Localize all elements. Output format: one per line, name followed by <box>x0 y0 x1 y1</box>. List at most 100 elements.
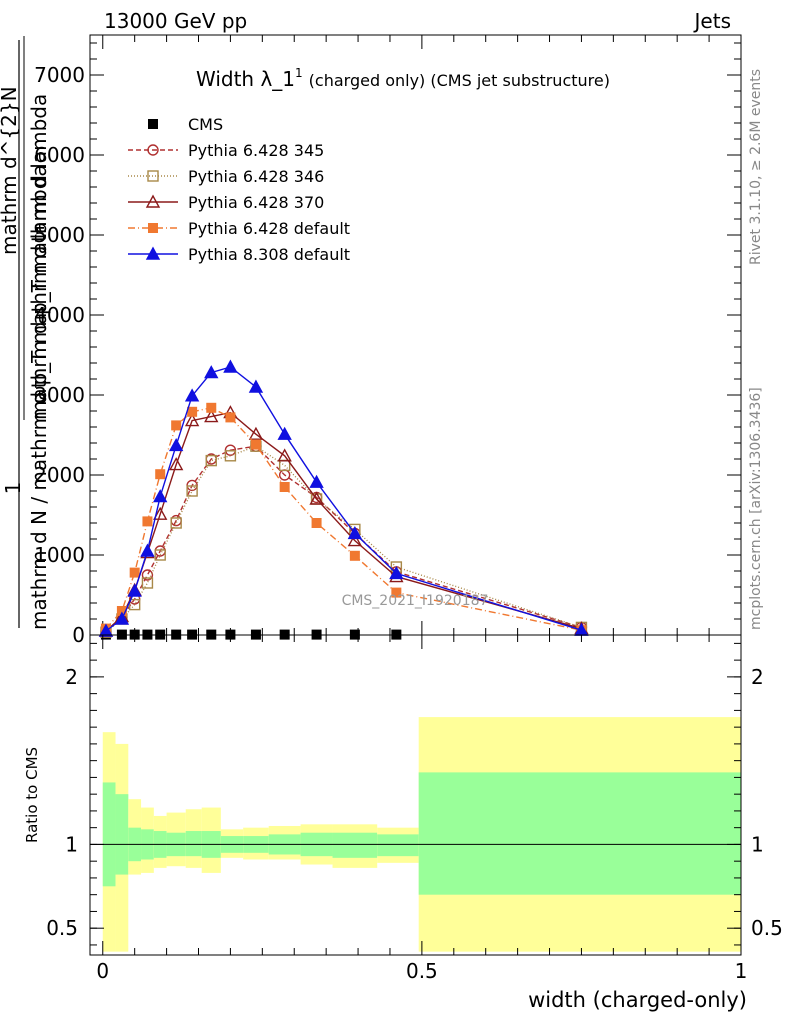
data-point-pythia-6-428-default <box>155 469 166 480</box>
data-point-pythia-6-428-370 <box>277 448 292 462</box>
data-point-pythia-6-428-370 <box>248 426 264 440</box>
data-point-pythia-6-428-346 <box>154 549 166 561</box>
y-tick-label: 1000 <box>34 543 85 567</box>
y-tick-label: 7000 <box>34 63 85 87</box>
ratio-inner-band <box>332 832 378 858</box>
plot-title-main: Width λ_1 <box>196 67 295 91</box>
x-tick-label: 0.5 <box>406 959 438 983</box>
series-line-pythia-6-428-346 <box>105 445 582 633</box>
y-label-denominator: mathrm d N / mathrm d p_T mathrm d lambd… <box>27 164 51 630</box>
ratio-y-tick-label-right: 1 <box>751 832 764 856</box>
data-point-pythia-6-428-default <box>187 406 198 417</box>
x-tick-label: 1 <box>735 959 748 983</box>
legend-item-pythia-6-428-370: Pythia 6.428 370 <box>128 193 324 212</box>
ratio-inner-band <box>418 772 741 895</box>
data-point-pythia-6-428-345 <box>141 569 154 581</box>
legend-item-pythia-6-428-345: Pythia 6.428 345 <box>128 141 324 160</box>
y-label-inner-denominator: mathrm d p_T mathrm d lambda <box>27 94 51 420</box>
ratio-y-tick-label: 0.5 <box>46 916 78 940</box>
data-point-pythia-8-308-default <box>389 565 404 580</box>
plot-title: Width λ_11 (charged only) (CMS jet substr… <box>196 66 610 91</box>
ratio-inner-band <box>185 831 202 857</box>
data-point-pythia-6-428-346 <box>205 454 217 467</box>
data-point-pythia-6-428-370 <box>204 409 219 423</box>
legend-marker <box>148 119 158 129</box>
legend-marker <box>145 246 161 260</box>
ratio-plot-panel: 0.5 0.51 12 20 0.5 1 <box>46 634 783 983</box>
y-tick-label: 4000 <box>34 303 85 327</box>
main-y-axis-label: 1 mathrm d N / mathrm d p_T mathrm d lam… <box>0 36 51 630</box>
ratio-y-axis-label: Ratio to CMS <box>23 747 41 843</box>
data-point-pythia-8-308-default <box>347 525 363 540</box>
data-point-pythia-6-428-370 <box>347 533 363 547</box>
data-point-pythia-8-308-default <box>98 623 114 637</box>
data-point-pythia-6-428-default <box>391 587 402 598</box>
data-point-pythia-8-308-default <box>184 388 200 402</box>
series-line-pythia-8-308-default <box>105 366 582 632</box>
legend-label: CMS <box>188 115 223 134</box>
data-point-pythia-6-428-default <box>349 550 360 561</box>
legend-item-pythia-6-428-default: Pythia 6.428 default <box>128 219 350 238</box>
mcplots-label: mcplots.cern.ch [arXiv:1306.3436] <box>748 387 764 630</box>
x-axis-label: width (charged-only) <box>528 988 747 1012</box>
ratio-y-tick-label-right: 0.5 <box>751 916 783 940</box>
y-tick-label: 2000 <box>34 463 85 487</box>
data-point-pythia-8-308-default <box>309 474 324 488</box>
header-jets-label: Jets <box>693 9 731 33</box>
ratio-axis-ticks: 0.5 0.51 12 20 0.5 1 <box>46 635 783 983</box>
y-tick-label: 5000 <box>34 223 85 247</box>
data-point-pythia-8-308-default <box>277 426 292 440</box>
legend: CMS Pythia 6.428 345 Pythia 6.428 346 Pythi… <box>128 115 350 264</box>
main-plot-panel: 0 1000 2000 3000 4000 5000 6000 7000 CMS_2021_I… <box>34 34 742 647</box>
data-point-pythia-8-308-default <box>153 489 168 503</box>
rivet-version-label: Rivet 3.1.10, ≥ 2.6M events <box>748 69 764 265</box>
data-point-pythia-8-308-default <box>168 437 184 452</box>
ratio-inner-band <box>102 782 116 887</box>
data-point-pythia-8-308-default <box>140 543 155 557</box>
data-point-pythia-8-308-default <box>204 365 219 379</box>
ratio-y-tick-label: 2 <box>65 665 78 689</box>
data-point-pythia-6-428-default <box>129 567 140 578</box>
data-point-pythia-6-428-default <box>225 412 236 423</box>
legend-marker <box>145 194 161 208</box>
legend-label: Pythia 6.428 346 <box>188 167 324 186</box>
data-point-pythia-6-428-370 <box>309 491 324 505</box>
y-tick-label: 0 <box>72 623 85 647</box>
x-tick-label: 0 <box>96 959 109 983</box>
legend-label: Pythia 8.308 default <box>188 245 350 264</box>
legend-label: Pythia 6.428 370 <box>188 193 324 212</box>
data-point-pythia-6-428-default <box>171 420 182 431</box>
data-point-pythia-6-428-default <box>279 482 290 492</box>
data-point-pythia-6-428-default <box>250 439 261 450</box>
legend-marker <box>147 144 159 156</box>
legend-item-cms: CMS <box>148 115 223 134</box>
data-point-pythia-8-308-default <box>223 359 238 373</box>
plot-title-suffix: (charged only) (CMS jet substructure) <box>309 71 610 90</box>
data-point-pythia-6-428-346 <box>128 598 141 611</box>
data-point-pythia-6-428-346 <box>170 517 182 529</box>
data-point-pythia-6-428-346 <box>278 459 291 472</box>
data-point-pythia-6-428-default <box>311 518 322 528</box>
ratio-inner-band <box>115 794 129 875</box>
analysis-watermark: CMS_2021_I1920187 <box>342 593 489 609</box>
legend-marker <box>147 170 159 182</box>
data-point-pythia-6-428-default <box>142 516 153 527</box>
ratio-inner-band <box>377 834 419 857</box>
y-label-numerator: 1 <box>1 482 25 495</box>
legend-marker <box>148 223 158 233</box>
series-pythia-8-308-default <box>98 359 589 637</box>
ratio-y-tick-label-right: 2 <box>751 665 764 689</box>
main-axis-ticks: 0 1000 2000 3000 4000 5000 6000 7000 <box>34 35 742 647</box>
data-point-pythia-8-308-default <box>248 379 264 393</box>
legend-item-pythia-6-428-346: Pythia 6.428 346 <box>128 167 324 186</box>
data-point-pythia-8-308-default <box>127 583 142 597</box>
data-point-pythia-6-428-370 <box>168 457 184 471</box>
data-point-pythia-6-428-346 <box>186 485 198 497</box>
y-tick-label: 3000 <box>34 383 85 407</box>
data-point-pythia-6-428-default <box>206 402 217 413</box>
data-point-pythia-6-428-370 <box>184 413 200 427</box>
data-point-pythia-6-428-370 <box>153 506 168 520</box>
ratio-y-tick-label: 1 <box>65 832 78 856</box>
data-point-pythia-6-428-346 <box>141 577 154 589</box>
